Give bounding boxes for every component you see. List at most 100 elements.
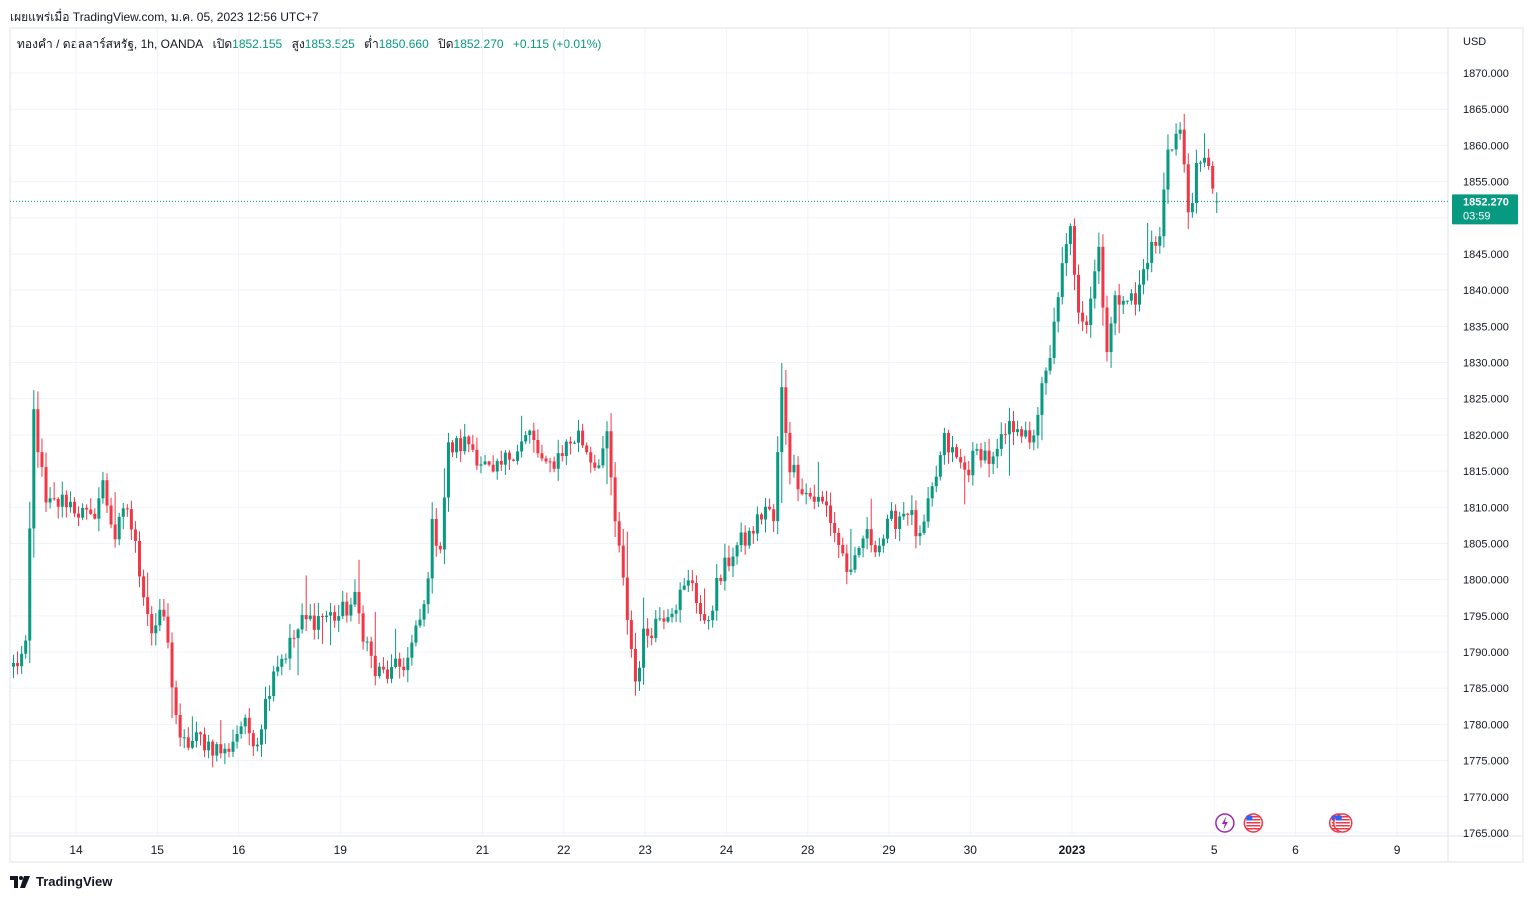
low-label: ต่ำ [364, 37, 379, 51]
candle-body [784, 387, 788, 433]
candle-body [963, 462, 967, 470]
candle-body [426, 578, 430, 605]
candle-body [597, 465, 601, 468]
candle-body [735, 545, 739, 557]
candle-body [1146, 262, 1150, 270]
symbol-legend: ทองคำ / ดอลลาร์สหรัฐ, 1h, OANDA เปิด1852… [17, 35, 601, 54]
candle-body [1097, 246, 1101, 272]
price-tick-label: 1820.000 [1463, 430, 1509, 442]
candle-body [345, 601, 349, 616]
price-axis[interactable]: 1765.000 1770.000 1775.000 1780.000 1785.000… [1463, 68, 1509, 840]
candle-body [759, 514, 763, 520]
candle-body [841, 545, 845, 554]
candle-body [1186, 164, 1190, 213]
candle-body [1174, 133, 1178, 150]
candle-body [873, 545, 877, 553]
candle-body [804, 492, 808, 495]
candle-body [394, 658, 398, 667]
candle-body [849, 569, 853, 572]
candle-body [77, 513, 81, 518]
candle-body [589, 452, 593, 463]
price-tick-label: 1860.000 [1463, 140, 1509, 152]
candle-body [820, 496, 824, 502]
candle-body [654, 618, 658, 639]
us-flag-event-icon[interactable] [1243, 813, 1264, 833]
candle-body [1024, 430, 1028, 437]
candle-body [1125, 300, 1129, 302]
candle-body [190, 740, 194, 748]
time-tick-label: 24 [720, 843, 734, 857]
candle-body [239, 726, 243, 734]
lightning-event-icon[interactable] [1215, 813, 1235, 833]
symbol-description[interactable]: ทองคำ / ดอลลาร์สหรัฐ, 1h, OANDA [17, 37, 204, 51]
candle-body [902, 513, 906, 517]
time-tick-label: 29 [882, 843, 896, 857]
candle-body [385, 669, 389, 679]
candle-body [56, 498, 60, 507]
candle-body [194, 732, 198, 741]
price-tick-label: 1830.000 [1463, 358, 1509, 370]
candle-body [1016, 429, 1020, 433]
candle-body [1068, 226, 1072, 245]
candle-body [605, 431, 609, 449]
candle-body [1154, 241, 1158, 246]
candle-body [743, 532, 747, 546]
candle-body [544, 458, 548, 462]
candle-body [381, 666, 385, 670]
price-tick-label: 1835.000 [1463, 321, 1509, 333]
candle-body [914, 510, 918, 537]
candle-body [1085, 321, 1089, 326]
candle-body [585, 445, 589, 453]
candle-body [560, 453, 564, 457]
candle-body [829, 505, 833, 523]
candle-body [117, 516, 121, 540]
candle-body [772, 509, 776, 522]
time-tick-label: 19 [334, 843, 348, 857]
candle-body [223, 748, 227, 754]
time-axis[interactable]: 14 15 16 19 21 22 23 24 28 29 30 2023 5 6 9 [69, 843, 1400, 857]
candle-body [1072, 226, 1076, 275]
candle-body [142, 576, 146, 598]
candle-body [251, 733, 255, 747]
candle-body [792, 464, 796, 473]
candle-body [650, 635, 654, 639]
candle-body [280, 658, 284, 667]
candle-body [373, 655, 377, 677]
candle-body [833, 522, 837, 533]
candle-body [198, 732, 202, 735]
candle-body [325, 615, 329, 618]
price-tick-label: 1805.000 [1463, 538, 1509, 550]
candle-body [885, 518, 889, 539]
candle-body [808, 492, 812, 497]
candle-body [28, 528, 32, 641]
candle-body [532, 430, 536, 440]
candle-body [459, 438, 463, 452]
candle-body [768, 506, 772, 510]
candle-body [1142, 269, 1146, 285]
candle-body [918, 532, 922, 537]
last-price-tag: 1852.270 03:59 [1452, 194, 1518, 225]
price-tick-label: 1780.000 [1463, 719, 1509, 731]
candle-body [898, 516, 902, 529]
candle-body [12, 662, 15, 667]
candle-body [186, 737, 190, 748]
candle-body [524, 435, 528, 442]
change-value: +0.115 (+0.01%) [512, 37, 602, 51]
candle-body [1162, 189, 1166, 237]
candle-body [1105, 307, 1109, 353]
candle-body [353, 591, 357, 605]
us-flag-event-icon[interactable] [1333, 813, 1353, 833]
time-tick-label: 6 [1292, 843, 1299, 857]
candle-body [211, 741, 215, 756]
candle-body [1207, 157, 1211, 167]
candle-body [357, 591, 361, 614]
candle-body [511, 459, 515, 461]
price-tick-label: 1840.000 [1463, 285, 1509, 297]
candle-body [20, 653, 24, 667]
candle-body [825, 501, 828, 506]
candle-body [698, 603, 702, 615]
candle-body [601, 448, 605, 466]
candle-body [658, 618, 662, 620]
event-markers [1215, 813, 1353, 833]
